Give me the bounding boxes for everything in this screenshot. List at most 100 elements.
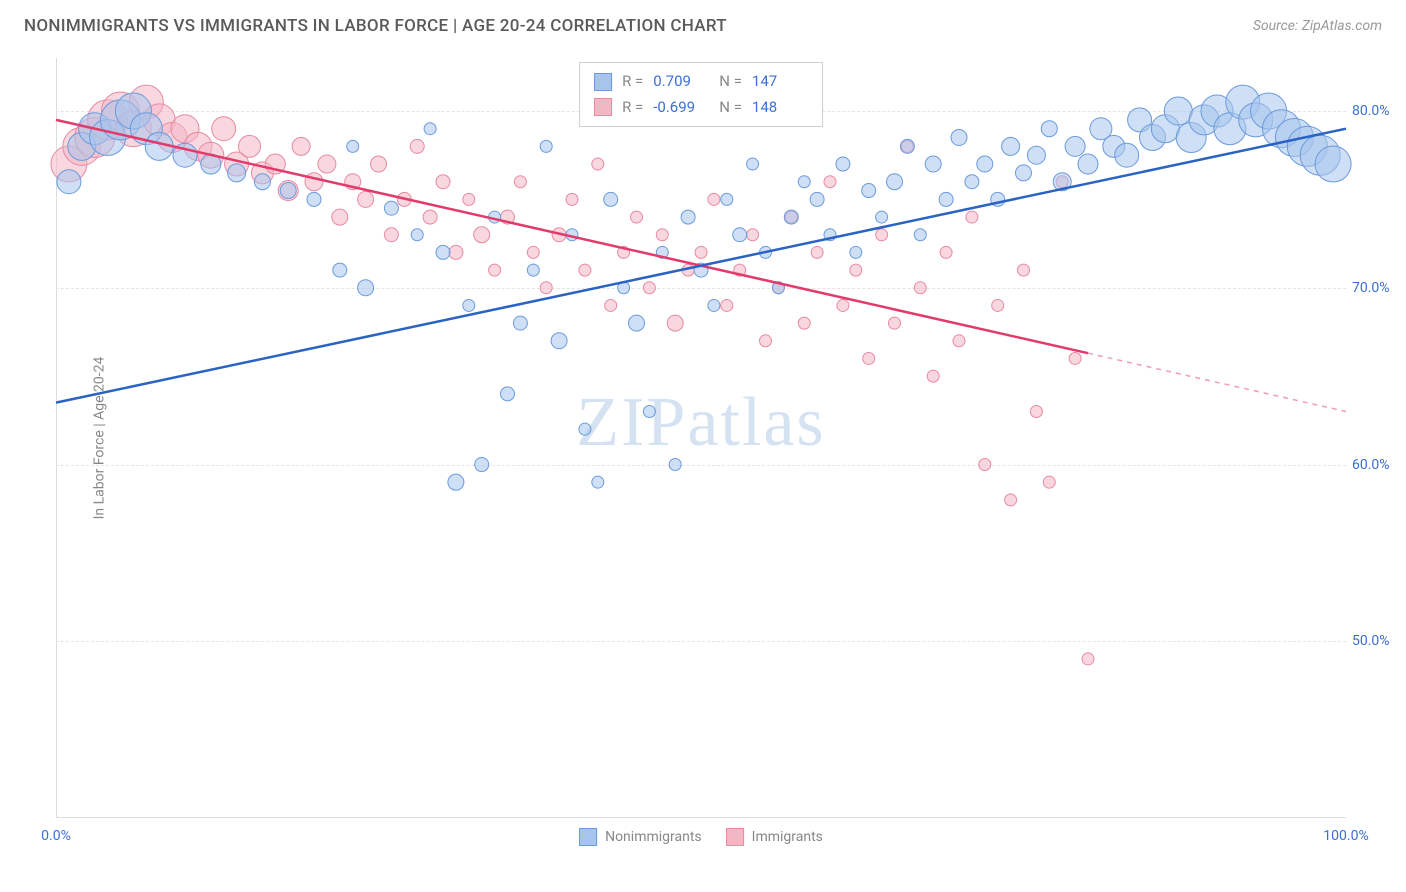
x-tick-label: 0.0% <box>41 828 71 844</box>
legend-item: Nonimmigrants <box>579 828 702 846</box>
data-bubble <box>643 282 655 294</box>
data-bubble <box>333 263 347 277</box>
data-bubble <box>57 170 81 194</box>
data-bubble <box>605 299 617 311</box>
data-bubble <box>850 246 862 258</box>
data-bubble <box>318 155 336 173</box>
data-bubble <box>551 333 567 349</box>
data-bubble <box>579 423 591 435</box>
data-bubble <box>436 175 450 189</box>
regression-line <box>56 129 1346 403</box>
data-bubble <box>900 139 914 153</box>
data-bubble <box>228 164 246 182</box>
legend-swatch <box>579 828 597 846</box>
legend-square-blue <box>594 73 612 91</box>
stat-n-nonimmigrants: 147 <box>752 69 808 95</box>
chart-title: NONIMMIGRANTS VS IMMIGRANTS IN LABOR FOR… <box>24 16 727 36</box>
chart-area: In Labor Force | Age 20-24 ZIPatlas 50.0… <box>56 58 1346 818</box>
stats-legend-box: R = 0.709 N = 147 R = -0.699 N = 148 <box>579 62 823 127</box>
data-bubble <box>527 264 539 276</box>
data-bubble <box>1018 264 1030 276</box>
regression-line <box>56 120 1088 353</box>
data-bubble <box>784 210 798 224</box>
data-bubble <box>760 335 772 347</box>
y-tick-label: 70.0% <box>1352 280 1402 296</box>
header: NONIMMIGRANTS VS IMMIGRANTS IN LABOR FOR… <box>0 0 1406 48</box>
y-tick-label: 80.0% <box>1352 103 1402 119</box>
data-bubble <box>436 245 450 259</box>
data-bubble <box>876 229 888 241</box>
data-bubble <box>332 209 348 225</box>
data-bubble <box>862 184 876 198</box>
data-bubble <box>1164 97 1192 125</box>
data-bubble <box>540 282 552 294</box>
data-bubble <box>631 211 643 223</box>
data-bubble <box>1082 653 1094 665</box>
data-bubble <box>977 156 993 172</box>
data-bubble <box>798 176 810 188</box>
data-bubble <box>708 193 720 205</box>
legend-label: Nonimmigrants <box>605 829 702 845</box>
data-bubble <box>239 135 261 157</box>
data-bubble <box>966 211 978 223</box>
data-bubble <box>592 476 604 488</box>
data-bubble <box>876 211 888 223</box>
data-bubble <box>513 316 527 330</box>
data-bubble <box>939 192 953 206</box>
data-bubble <box>798 317 810 329</box>
stat-n-immigrants: 148 <box>752 95 808 121</box>
data-bubble <box>604 192 618 206</box>
data-bubble <box>449 245 463 259</box>
data-bubble <box>733 228 747 242</box>
data-bubble <box>979 459 991 471</box>
y-tick-label: 50.0% <box>1352 633 1402 649</box>
data-bubble <box>1005 494 1017 506</box>
data-bubble <box>721 193 733 205</box>
data-bubble <box>384 228 398 242</box>
regression-line-dashed <box>1088 353 1346 411</box>
data-bubble <box>463 193 475 205</box>
data-bubble <box>1065 136 1085 156</box>
data-bubble <box>307 192 321 206</box>
data-bubble <box>384 201 398 215</box>
data-bubble <box>721 299 733 311</box>
data-bubble <box>212 117 236 141</box>
data-bubble <box>708 299 720 311</box>
data-bubble <box>475 458 489 472</box>
data-bubble <box>474 227 490 243</box>
data-bubble <box>747 229 759 241</box>
data-bubble <box>489 264 501 276</box>
data-bubble <box>501 387 515 401</box>
data-bubble <box>280 183 296 199</box>
data-bubble <box>423 210 437 224</box>
data-bubble <box>579 264 591 276</box>
data-bubble <box>629 315 645 331</box>
data-bubble <box>411 229 423 241</box>
data-bubble <box>347 140 359 152</box>
stats-row-nonimmigrants: R = 0.709 N = 147 <box>594 69 808 95</box>
data-bubble <box>837 299 849 311</box>
stat-r-immigrants: -0.699 <box>653 95 709 121</box>
data-bubble <box>371 156 387 172</box>
data-bubble <box>463 299 475 311</box>
data-bubble <box>1078 154 1098 174</box>
data-bubble <box>1043 476 1055 488</box>
data-bubble <box>695 246 707 258</box>
data-bubble <box>1041 121 1057 137</box>
data-bubble <box>992 299 1004 311</box>
x-tick-label: 100.0% <box>1323 828 1368 844</box>
plot-svg <box>56 58 1346 818</box>
data-bubble <box>1115 143 1139 167</box>
legend-swatch <box>726 828 744 846</box>
data-bubble <box>643 405 655 417</box>
data-bubble <box>448 474 464 490</box>
data-bubble <box>540 140 552 152</box>
data-bubble <box>887 174 903 190</box>
data-bubble <box>527 246 539 258</box>
data-bubble <box>667 315 683 331</box>
data-bubble <box>747 158 759 170</box>
data-bubble <box>914 229 926 241</box>
data-bubble <box>927 370 939 382</box>
data-bubble <box>656 229 668 241</box>
data-bubble <box>592 158 604 170</box>
